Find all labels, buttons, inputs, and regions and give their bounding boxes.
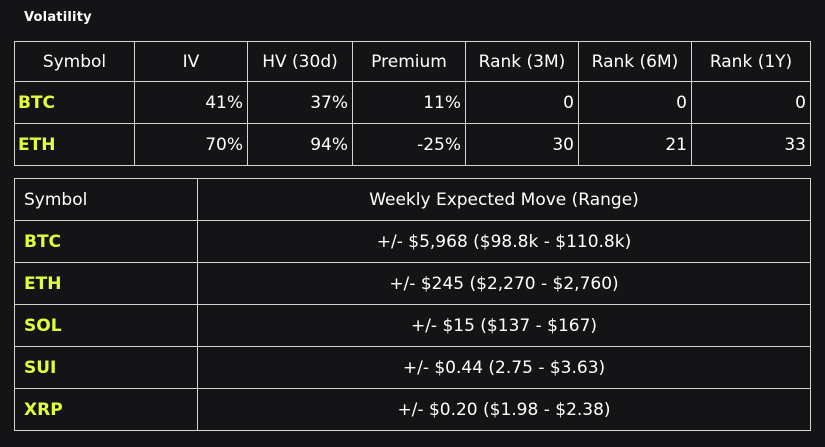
symbol-cell: SOL <box>14 304 198 347</box>
volatility-header-row: Symbol IV HV (30d) Premium Rank (3M) Ran… <box>14 41 811 82</box>
expected-move-cell: +/- $5,968 ($98.8k - $110.8k) <box>197 220 811 263</box>
column-header-rank-3m: Rank (3M) <box>465 41 579 82</box>
expected-move-cell: +/- $15 ($137 - $167) <box>197 304 811 347</box>
rank-1y-cell: 33 <box>691 123 811 166</box>
table-row: SUI +/- $0.44 (2.75 - $3.63) <box>14 346 811 389</box>
column-header-symbol: Symbol <box>14 41 135 82</box>
table-row: SOL +/- $15 ($137 - $167) <box>14 304 811 347</box>
column-header-premium: Premium <box>352 41 466 82</box>
rank-1y-cell: 0 <box>691 81 811 124</box>
column-header-rank-1y: Rank (1Y) <box>691 41 811 82</box>
expected-move-table: Symbol Weekly Expected Move (Range) BTC … <box>14 178 811 431</box>
column-header-rank-6m: Rank (6M) <box>578 41 692 82</box>
symbol-cell: ETH <box>14 262 198 305</box>
premium-cell: -25% <box>352 123 466 166</box>
rank-3m-cell: 30 <box>465 123 579 166</box>
rank-6m-cell: 21 <box>578 123 692 166</box>
rank-6m-cell: 0 <box>578 81 692 124</box>
volatility-table: Symbol IV HV (30d) Premium Rank (3M) Ran… <box>14 41 811 166</box>
column-header-symbol: Symbol <box>14 178 198 221</box>
column-header-weekly-expected-move: Weekly Expected Move (Range) <box>197 178 811 221</box>
expected-move-cell: +/- $0.44 (2.75 - $3.63) <box>197 346 811 389</box>
symbol-cell: BTC <box>14 81 135 124</box>
table-row: BTC +/- $5,968 ($98.8k - $110.8k) <box>14 220 811 263</box>
hv-cell: 37% <box>247 81 353 124</box>
table-row: XRP +/- $0.20 ($1.98 - $2.38) <box>14 388 811 431</box>
table-row: BTC 41% 37% 11% 0 0 0 <box>14 81 811 124</box>
expected-move-header-row: Symbol Weekly Expected Move (Range) <box>14 178 811 221</box>
symbol-cell: SUI <box>14 346 198 389</box>
rank-3m-cell: 0 <box>465 81 579 124</box>
iv-cell: 41% <box>134 81 248 124</box>
iv-cell: 70% <box>134 123 248 166</box>
table-row: ETH 70% 94% -25% 30 21 33 <box>14 123 811 166</box>
hv-cell: 94% <box>247 123 353 166</box>
symbol-cell: XRP <box>14 388 198 431</box>
premium-cell: 11% <box>352 81 466 124</box>
column-header-iv: IV <box>134 41 248 82</box>
expected-move-cell: +/- $0.20 ($1.98 - $2.38) <box>197 388 811 431</box>
expected-move-cell: +/- $245 ($2,270 - $2,760) <box>197 262 811 305</box>
symbol-cell: BTC <box>14 220 198 263</box>
table-row: ETH +/- $245 ($2,270 - $2,760) <box>14 262 811 305</box>
column-header-hv: HV (30d) <box>247 41 353 82</box>
page-title: Volatility <box>24 10 92 25</box>
symbol-cell: ETH <box>14 123 135 166</box>
